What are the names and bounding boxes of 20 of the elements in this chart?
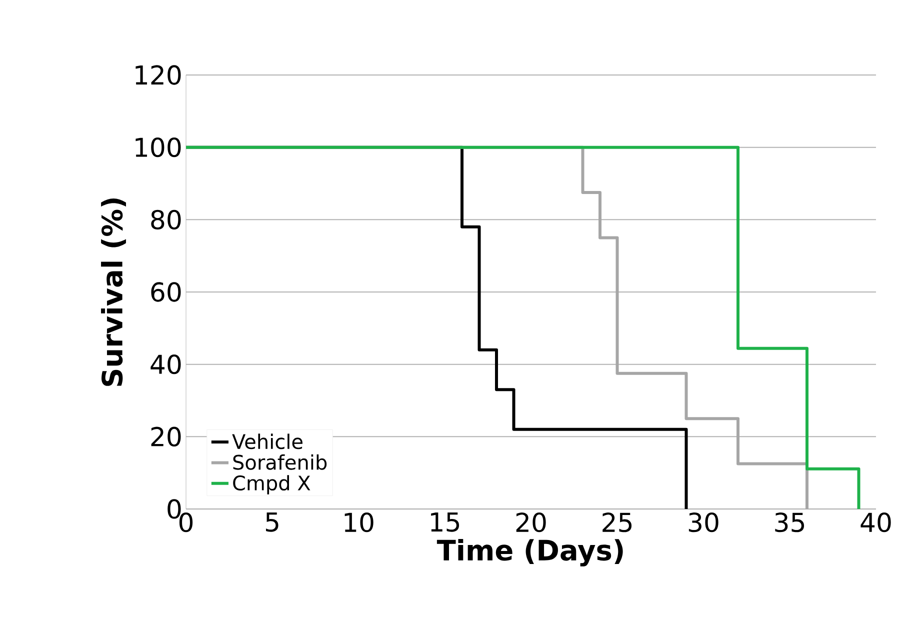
legend-label: Vehicle <box>232 434 302 450</box>
x-tick-label: 10 <box>344 512 374 532</box>
x-axis-title: Time (Days) <box>436 539 623 566</box>
y-tick-label: 40 <box>150 354 181 374</box>
x-tick-label: 15 <box>431 512 460 532</box>
legend-label: Sorafenib <box>233 454 327 470</box>
y-tick-label: 80 <box>151 210 181 230</box>
legend-label: Cmpd X <box>233 475 310 494</box>
y-axis-title: Survival (%) <box>101 198 126 386</box>
x-tick-label: 5 <box>266 512 278 532</box>
x-tick-label: 40 <box>860 512 891 532</box>
y-tick-label: 100 <box>136 137 181 158</box>
y-tick-label: 20 <box>151 426 181 446</box>
y-tick-label: 60 <box>151 282 181 302</box>
x-tick-label: 30 <box>688 512 718 532</box>
y-tick-label: 0 <box>168 499 181 519</box>
y-tick-label: 120 <box>136 65 181 85</box>
x-tick-label: 35 <box>775 512 804 532</box>
x-tick-label: 25 <box>602 512 632 532</box>
x-tick-label: 20 <box>516 512 546 532</box>
